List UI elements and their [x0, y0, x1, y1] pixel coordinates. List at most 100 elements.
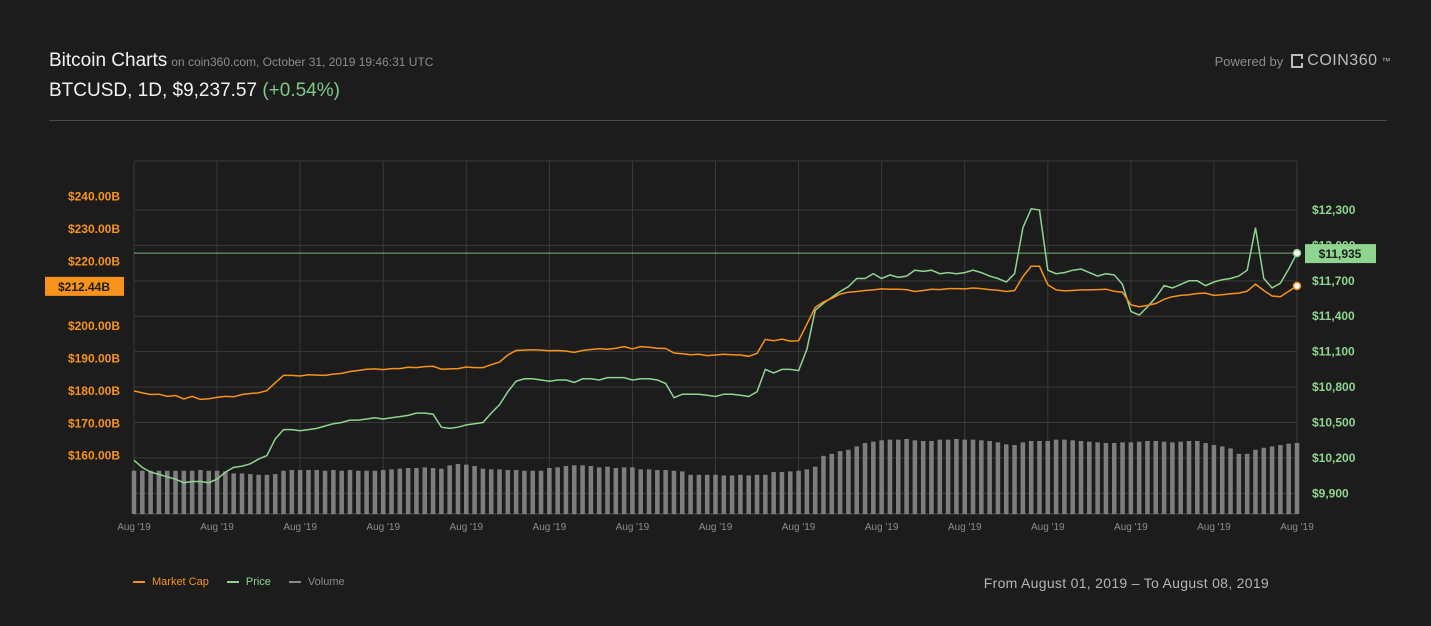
- volume-bar: [405, 468, 411, 514]
- market-cap-badge: [45, 276, 124, 296]
- volume-bar: [1020, 442, 1026, 514]
- volume-bar: [538, 470, 544, 514]
- x-axis-tick-label: Aug '19: [948, 522, 982, 533]
- volume-bar: [862, 443, 868, 514]
- volume-bar: [1028, 440, 1034, 514]
- chart-title: Bitcoin Charts: [49, 50, 168, 71]
- volume-bar: [430, 468, 436, 514]
- volume-bar: [821, 455, 826, 514]
- volume-bar: [272, 474, 278, 514]
- volume-bar: [995, 442, 1001, 514]
- volume-bar: [164, 470, 170, 514]
- price-line: [133, 207, 1298, 484]
- volume-bar: [979, 440, 984, 514]
- volume-bar: [347, 470, 353, 514]
- volume-bar: [1103, 443, 1109, 514]
- volume-bar: [1012, 445, 1017, 514]
- volume-bar: [455, 463, 461, 514]
- volume-bar: [646, 469, 652, 514]
- volume-bar: [688, 474, 693, 514]
- volume-bar: [1136, 441, 1142, 514]
- market-cap-line: [133, 265, 1298, 401]
- volume-bar: [397, 468, 403, 514]
- volume-bar: [1219, 446, 1225, 514]
- powered-by[interactable]: Powered by COIN360 ™: [1215, 52, 1391, 70]
- volume-bar: [1003, 444, 1009, 514]
- x-axis-tick-label: Aug '19: [449, 522, 483, 533]
- volume-bar: [488, 469, 494, 514]
- left-axis-tick-label: $220.00B: [68, 254, 120, 268]
- right-axis-tick-label: $11,100: [1312, 345, 1355, 359]
- volume-bar: [248, 474, 253, 514]
- volume-bar: [829, 453, 835, 514]
- right-axis-tick-label: $9,900: [1312, 486, 1349, 500]
- volume-bar: [680, 471, 685, 514]
- volume-bar: [887, 439, 893, 514]
- volume-bar: [1037, 440, 1042, 514]
- x-axis-tick-label: Aug '19: [1197, 522, 1231, 533]
- volume-bar: [563, 466, 569, 514]
- volume-bar: [1070, 440, 1075, 514]
- legend-price[interactable]: Price: [226, 576, 271, 588]
- left-axis-tick-label: $190.00B: [68, 352, 120, 366]
- volume-bar: [879, 440, 884, 514]
- legend-volume-label: Volume: [307, 576, 345, 588]
- volume-bar: [895, 439, 901, 514]
- volume-bar: [630, 467, 635, 514]
- price-change: (+0.54%): [262, 80, 340, 101]
- coin360-logo[interactable]: COIN360 ™: [1291, 52, 1391, 70]
- volume-bar: [389, 469, 394, 514]
- volume-bar: [763, 474, 768, 514]
- volume-bar: [1294, 443, 1300, 514]
- volume-bar: [962, 439, 967, 514]
- volume-bar: [1128, 442, 1134, 514]
- volume-bar: [480, 468, 486, 514]
- volume-bar: [297, 470, 303, 514]
- volume-bar: [729, 475, 735, 514]
- volume-bar: [206, 470, 212, 514]
- volume-bar: [530, 470, 536, 514]
- left-axis-tick-label: $170.00B: [68, 416, 120, 430]
- right-axis-tick-label: $12,300: [1312, 203, 1356, 217]
- volume-bar: [1203, 443, 1208, 514]
- volume-bar: [754, 474, 760, 514]
- right-axis-tick-label: $10,200: [1312, 451, 1356, 465]
- legend-market-cap[interactable]: Market Cap: [133, 576, 209, 588]
- volume-bar: [787, 471, 793, 514]
- volume-bar: [904, 438, 909, 514]
- right-axis-tick-label: $11,700: [1312, 274, 1355, 288]
- volume-bar: [173, 470, 178, 514]
- volume-bar: [148, 470, 153, 514]
- x-axis-tick-label: Aug '19: [1114, 522, 1148, 533]
- volume-bar: [796, 470, 801, 514]
- volume-bar: [1145, 440, 1150, 514]
- volume-bar: [214, 470, 220, 514]
- volume-bar: [1053, 439, 1059, 514]
- volume-bar: [1078, 440, 1084, 514]
- volume-bar: [588, 466, 594, 514]
- volume-bar: [1269, 446, 1275, 514]
- volume-bar: [929, 440, 934, 514]
- volume-bar: [837, 451, 843, 514]
- left-axis-tick-label: $180.00B: [68, 384, 120, 398]
- volume-bar: [239, 473, 245, 514]
- volume-bar: [638, 469, 644, 514]
- volume-bar: [140, 470, 145, 514]
- volume-bar: [854, 446, 859, 514]
- volume-bar: [812, 466, 818, 514]
- volume-bar: [1261, 447, 1267, 514]
- volume-bar: [464, 464, 469, 514]
- volume-bar: [655, 470, 660, 514]
- volume-bar: [555, 467, 560, 514]
- volume-bar: [1195, 440, 1200, 514]
- legend-volume[interactable]: Volume: [288, 576, 345, 588]
- volume-bar: [1087, 441, 1092, 514]
- x-axis-tick-label: Aug '19: [283, 522, 317, 533]
- x-axis-tick-label: Aug '19: [1031, 522, 1065, 533]
- volume-bar: [696, 474, 702, 514]
- volume-bar: [1236, 453, 1242, 514]
- x-axis-tick-label: Aug '19: [616, 522, 650, 533]
- x-axis-tick-label: Aug '19: [533, 522, 567, 533]
- volume-bar: [189, 470, 195, 514]
